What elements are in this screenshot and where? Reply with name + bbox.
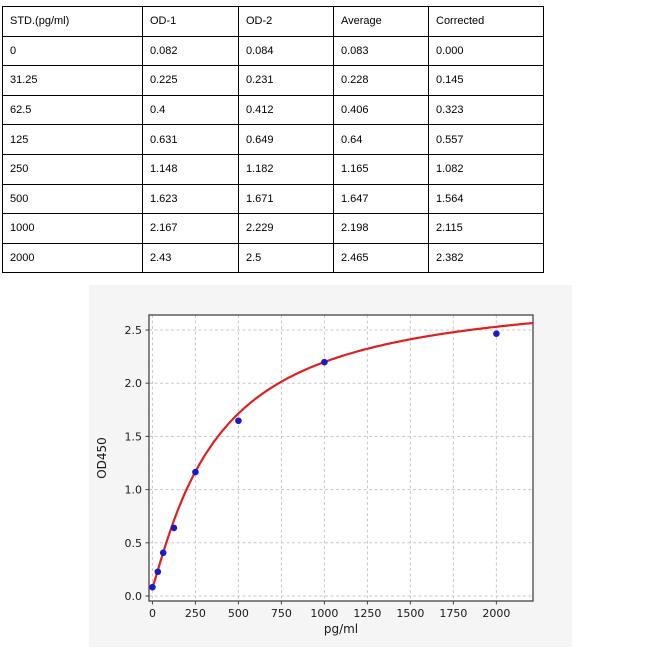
table-cell: 0.225 — [142, 65, 239, 96]
x-tick-label: 250 — [185, 607, 206, 620]
table-cell: 31.25 — [2, 65, 143, 96]
x-tick-label: 2000 — [482, 607, 510, 620]
table-cell: 1.165 — [333, 153, 429, 185]
table-cell: 0.323 — [428, 94, 544, 126]
table-cell: 0.231 — [238, 65, 334, 96]
plot-area — [149, 315, 533, 601]
data-point — [493, 330, 500, 338]
table-cell: 1.623 — [142, 183, 239, 215]
x-tick-label: 0 — [149, 607, 156, 620]
table-cell: 1.182 — [238, 153, 334, 185]
y-tick-label: 2.5 — [125, 324, 143, 337]
table-cell: 2.465 — [333, 242, 429, 274]
standard-curve-chart: 0 250 500 750 1000 1250 1500 1750 2000 0.0 0.5 1.0 1… — [95, 314, 534, 636]
y-tick-label: 1.0 — [125, 484, 143, 497]
table-cell: 2000 — [2, 242, 143, 274]
x-tick-label: 1000 — [310, 607, 338, 620]
data-point — [149, 583, 156, 591]
y-tick-label: 0.0 — [125, 590, 143, 603]
table-cell: 2.115 — [428, 213, 544, 244]
y-tick-label: 1.5 — [125, 430, 143, 443]
table-cell: 0.649 — [238, 124, 334, 155]
table-cell: 1.564 — [428, 183, 544, 215]
table-cell: 250 — [2, 153, 143, 185]
table-cell: 2.5 — [238, 242, 334, 274]
table-header-row: STD.(pg/ml) OD-1 OD-2 Average Corrected — [2, 6, 544, 37]
table-cell: 0 — [2, 35, 143, 67]
data-point — [170, 524, 178, 532]
table-row: 0 0.082 0.084 0.083 0.000 — [2, 35, 544, 67]
table-cell: 2.198 — [333, 213, 429, 244]
table-cell: 0.082 — [142, 35, 239, 67]
standards-table: STD.(pg/ml) OD-1 OD-2 Average Corrected … — [2, 6, 544, 274]
table-cell: 2.43 — [142, 242, 239, 274]
table-row: 500 1.623 1.671 1.647 1.564 — [2, 183, 544, 215]
table-row: 2000 2.43 2.5 2.465 2.382 — [2, 242, 544, 274]
data-point — [321, 358, 328, 366]
table-header-cell-od1: OD-1 — [142, 6, 239, 37]
table-cell: 0.406 — [333, 94, 429, 126]
y-tick-label: 2.0 — [125, 377, 143, 390]
x-tick-label: 500 — [228, 607, 249, 620]
table-header-cell-average: Average — [333, 6, 429, 37]
table-cell: 2.167 — [142, 213, 239, 244]
table-cell: 1.148 — [142, 153, 239, 185]
x-axis-label: pg/ml — [324, 622, 358, 636]
table-cell: 1.082 — [428, 153, 544, 185]
data-point — [192, 468, 199, 476]
table-cell: 1.671 — [238, 183, 334, 215]
plot-border — [148, 314, 534, 602]
table-cell: 0.228 — [333, 65, 429, 96]
table-row: 125 0.631 0.649 0.64 0.557 — [2, 124, 544, 155]
table-row: 1000 2.167 2.229 2.198 2.115 — [2, 213, 544, 244]
table-cell: 0.084 — [238, 35, 334, 67]
x-tick-label: 750 — [271, 607, 292, 620]
table-cell: 0.145 — [428, 65, 544, 96]
table-cell: 62.5 — [2, 94, 143, 126]
table-body: 0 0.082 0.084 0.083 0.000 31.25 0.225 0.231 0.22… — [2, 35, 544, 274]
table-cell: 0.557 — [428, 124, 544, 155]
x-tick-label: 1500 — [396, 607, 424, 620]
fit-curve-line — [151, 322, 534, 589]
table-cell: 0.4 — [142, 94, 239, 126]
table-header-cell-corrected: Corrected — [428, 6, 544, 37]
table-cell: 0.000 — [428, 35, 544, 67]
table-cell: 1000 — [2, 213, 143, 244]
table-cell: 2.382 — [428, 242, 544, 274]
y-axis-label: OD450 — [95, 437, 109, 479]
table-cell: 0.083 — [333, 35, 429, 67]
data-point — [159, 549, 167, 557]
x-tick-label: 1250 — [353, 607, 381, 620]
table-cell: 0.412 — [238, 94, 334, 126]
table-cell: 0.64 — [333, 124, 429, 155]
x-tick-label: 1750 — [439, 607, 467, 620]
data-point — [154, 568, 162, 576]
table-cell: 125 — [2, 124, 143, 155]
table-header-cell-std: STD.(pg/ml) — [2, 6, 143, 37]
table-row: 250 1.148 1.182 1.165 1.082 — [2, 153, 544, 185]
table-cell: 0.631 — [142, 124, 239, 155]
table-cell: 1.647 — [333, 183, 429, 215]
table-cell: 500 — [2, 183, 143, 215]
table-row: 31.25 0.225 0.231 0.228 0.145 — [2, 65, 544, 96]
table-cell: 2.229 — [238, 213, 334, 244]
y-tick-label: 0.5 — [125, 537, 143, 550]
standard-curve-figure: 0 250 500 750 1000 1250 1500 1750 2000 0.0 0.5 1.0 1… — [89, 285, 572, 647]
data-point — [235, 417, 242, 425]
table-row: 62.5 0.4 0.412 0.406 0.323 — [2, 94, 544, 126]
table-header-cell-od2: OD-2 — [238, 6, 334, 37]
